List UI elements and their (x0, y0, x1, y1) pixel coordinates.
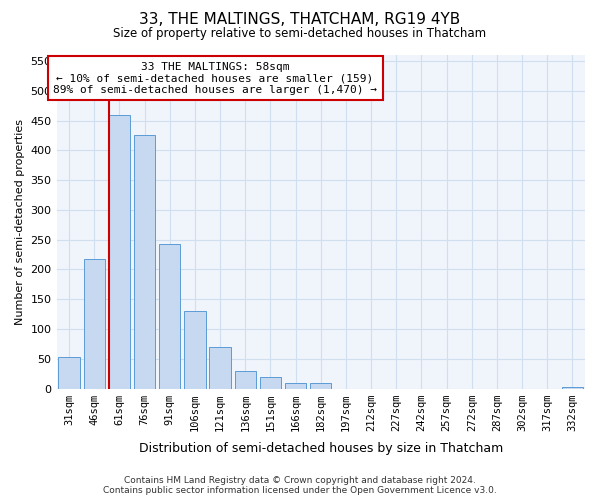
Bar (58, 357, 80, 388)
Bar (260, 376, 281, 388)
Bar (109, 114, 130, 388)
Bar (235, 370, 256, 388)
Bar (209, 347, 231, 389)
Text: 33, THE MALTINGS, THATCHAM, RG19 4YB: 33, THE MALTINGS, THATCHAM, RG19 4YB (139, 12, 461, 28)
Y-axis label: Number of semi-detached properties: Number of semi-detached properties (15, 119, 25, 325)
Bar (184, 311, 206, 388)
Text: 33 THE MALTINGS: 58sqm
← 10% of semi-detached houses are smaller (159)
89% of se: 33 THE MALTINGS: 58sqm ← 10% of semi-det… (53, 62, 377, 95)
Text: Contains HM Land Registry data © Crown copyright and database right 2024.
Contai: Contains HM Land Registry data © Crown c… (103, 476, 497, 495)
X-axis label: Distribution of semi-detached houses by size in Thatcham: Distribution of semi-detached houses by … (139, 442, 503, 455)
Bar (134, 136, 155, 388)
Bar (285, 382, 307, 388)
Bar (159, 244, 181, 388)
Text: Size of property relative to semi-detached houses in Thatcham: Size of property relative to semi-detach… (113, 28, 487, 40)
Bar (310, 382, 331, 388)
Bar (83, 258, 105, 388)
